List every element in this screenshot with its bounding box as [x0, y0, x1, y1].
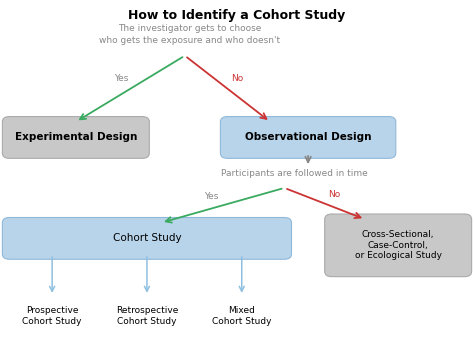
Text: Participants are followed in time: Participants are followed in time [220, 169, 367, 179]
Text: Prospective
Cohort Study: Prospective Cohort Study [22, 306, 82, 326]
Text: No: No [231, 74, 243, 83]
Text: Retrospective
Cohort Study: Retrospective Cohort Study [116, 306, 178, 326]
Text: No: No [328, 190, 340, 199]
FancyBboxPatch shape [325, 214, 472, 277]
Text: Cohort Study: Cohort Study [113, 234, 181, 243]
Text: Cross-Sectional,
Case-Control,
or Ecological Study: Cross-Sectional, Case-Control, or Ecolog… [355, 230, 442, 260]
Text: Experimental Design: Experimental Design [15, 133, 137, 142]
FancyBboxPatch shape [220, 117, 396, 158]
Text: Mixed
Cohort Study: Mixed Cohort Study [212, 306, 272, 326]
Text: The investigator gets to choose
who gets the exposure and who doesn't: The investigator gets to choose who gets… [99, 24, 280, 45]
Text: Yes: Yes [204, 192, 218, 201]
Text: Observational Design: Observational Design [245, 133, 371, 142]
FancyBboxPatch shape [2, 218, 292, 259]
Text: Yes: Yes [114, 74, 128, 83]
Text: How to Identify a Cohort Study: How to Identify a Cohort Study [128, 9, 346, 22]
FancyBboxPatch shape [2, 117, 149, 158]
